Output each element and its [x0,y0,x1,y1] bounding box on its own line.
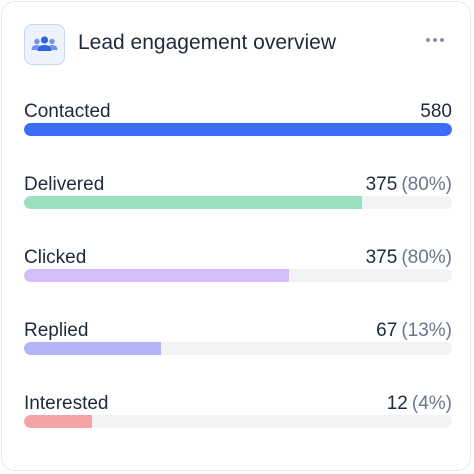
progress-fill [24,269,290,282]
metric-percent: (13%) [401,320,452,341]
metric-row: Replied 67 (13%) [24,320,452,380]
metric-value: 12 (4%) [387,393,452,415]
metric-value: 67 (13%) [376,320,452,342]
card-title: Lead engagement overview [78,31,337,54]
lead-icon [24,24,65,65]
metric-label: Contacted [24,101,111,122]
metric-label: Interested [24,393,109,414]
metric-label: Delivered [24,174,105,195]
more-menu[interactable] [424,32,446,48]
progress-fill [24,196,363,209]
metric-row: Contacted 580 [24,101,452,161]
metric-label: Clicked [24,247,87,268]
metric-row: Delivered 375 (80%) [24,174,452,234]
progress-track [24,269,452,282]
progress-track [24,196,452,209]
metric-count: 580 [420,101,452,122]
progress-track [24,415,452,428]
people-icon [31,36,58,51]
progress-fill [24,342,161,355]
metric-count: 67 [376,320,398,341]
progress-fill [24,415,93,428]
metric-value: 580 [420,101,452,123]
metric-label: Replied [24,320,89,341]
metric-percent: (80%) [401,247,452,268]
metric-count: 375 [365,174,398,195]
metric-row: Clicked 375 (80%) [24,247,452,307]
metric-count: 375 [365,247,398,268]
metric-count: 12 [386,393,408,414]
metric-value: 375 (80%) [366,247,452,269]
metric-value: 375 (80%) [366,174,452,196]
metric-row: Interested 12 (4%) [24,393,452,453]
progress-fill [24,123,452,136]
progress-track [24,123,452,136]
metric-percent: (80%) [401,174,452,195]
metric-percent: (4%) [411,393,452,414]
progress-track [24,342,452,355]
